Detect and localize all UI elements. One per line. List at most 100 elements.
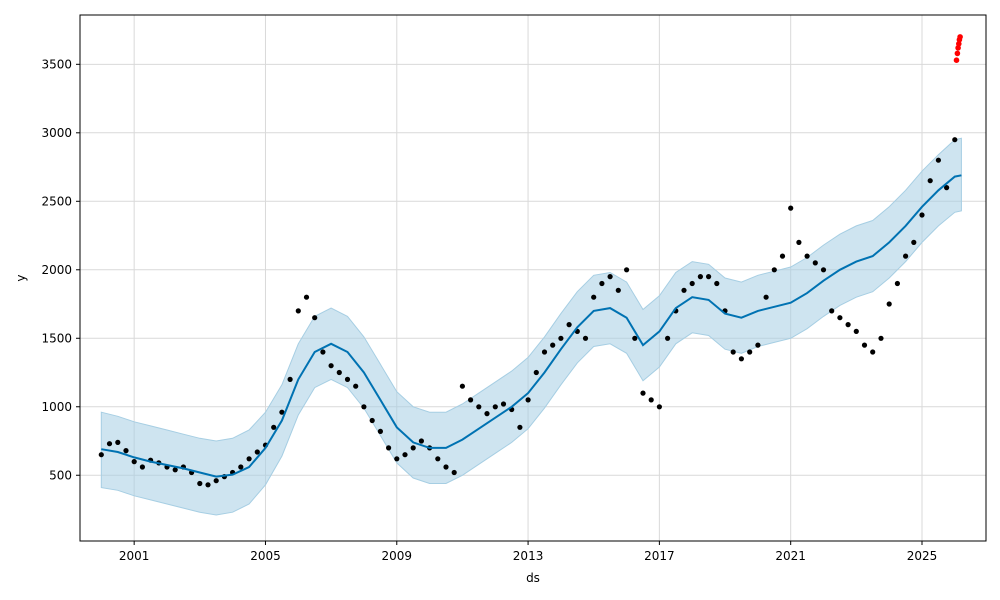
y-tick-label: 500 [49,468,72,482]
observed-point [779,253,786,259]
x-tick-label: 2005 [250,549,281,563]
observed-point [599,280,605,287]
observed-point [697,274,704,280]
observed-point [369,417,375,424]
observed-point [640,390,646,396]
interval-band [100,137,962,516]
future-point [954,50,961,57]
x-tick-label: 2001 [119,549,150,563]
observed-point [106,441,113,447]
observed-point [656,404,663,410]
observed-point [894,280,901,287]
observed-point [435,456,441,462]
observed-point [336,369,342,376]
observed-point [714,280,720,287]
observed-point [591,294,597,300]
observed-point [541,349,548,355]
observed-point [812,260,818,266]
observed-point [386,445,392,451]
y-tick-label: 3500 [41,57,72,71]
observed-point [706,274,712,280]
observed-point [870,349,876,355]
observed-point [861,342,868,348]
observed-point [952,137,958,143]
observed-point [681,287,687,293]
observed-point [238,464,244,470]
observed-point [312,315,318,321]
observed-point [328,363,334,369]
observed-point [353,383,359,389]
observed-point [944,185,950,191]
observed-point [919,212,925,218]
observed-point [607,274,613,280]
observed-point [747,349,753,355]
observed-point [517,424,523,430]
observed-point [205,482,211,488]
observed-point [131,459,137,465]
observed-point [287,376,293,382]
x-tick-label: 2009 [381,549,412,563]
observed-point [476,404,482,410]
observed-point [303,294,310,300]
future-point [953,57,960,63]
observed-point [648,397,654,403]
observed-point [279,409,285,415]
y-tick-label: 3000 [41,126,72,140]
observed-point [911,239,917,245]
observed-point [624,267,630,273]
observed-point [689,280,695,287]
observed-point [845,322,851,328]
observed-point [796,239,802,245]
x-tick-label: 2021 [775,549,806,563]
future-points [953,34,963,63]
observed-point [763,294,769,300]
observed-point [903,253,909,259]
observed-point [525,397,531,403]
observed-point [402,452,408,458]
y-tick-label: 2000 [41,263,72,277]
observed-point [115,439,121,445]
x-tick-label: 2025 [907,549,938,563]
observed-point [771,267,777,273]
observed-point [468,397,474,403]
future-point [957,34,963,40]
observed-point [533,369,539,376]
observed-point [213,478,219,484]
observed-point [829,308,835,314]
observed-point [295,308,301,314]
yhat-line [101,174,962,478]
observed-point [172,467,178,473]
observed-point [632,335,638,341]
observed-point [730,349,736,355]
observed-point [377,428,383,434]
observed-point [500,401,507,407]
y-tick-label: 1500 [41,331,72,345]
observed-point [665,335,671,341]
observed-point [361,404,367,410]
plot-frame [79,14,987,542]
observed-point [418,438,424,444]
y-tick-label: 1000 [41,400,72,414]
observed-points [98,137,958,488]
uncertainty-band [100,137,962,516]
observed-point [197,480,203,487]
observed-point [550,342,556,348]
future-point [956,41,962,47]
observed-point [394,456,400,462]
observed-point [443,464,449,470]
x-axis-label: ds [526,571,540,585]
x-tick-label: 2013 [513,549,544,563]
observed-point [886,301,892,307]
y-axis-ticks: 500 1000 1500 2000 2500 3000 3500 [41,57,80,482]
observed-point [98,452,104,458]
observed-point [804,253,810,259]
observed-point [492,404,498,410]
observed-point [738,356,745,362]
observed-point [484,411,490,417]
observed-point [755,342,761,348]
observed-point [615,287,621,293]
observed-point [935,157,942,163]
y-tick-label: 2500 [41,194,72,208]
